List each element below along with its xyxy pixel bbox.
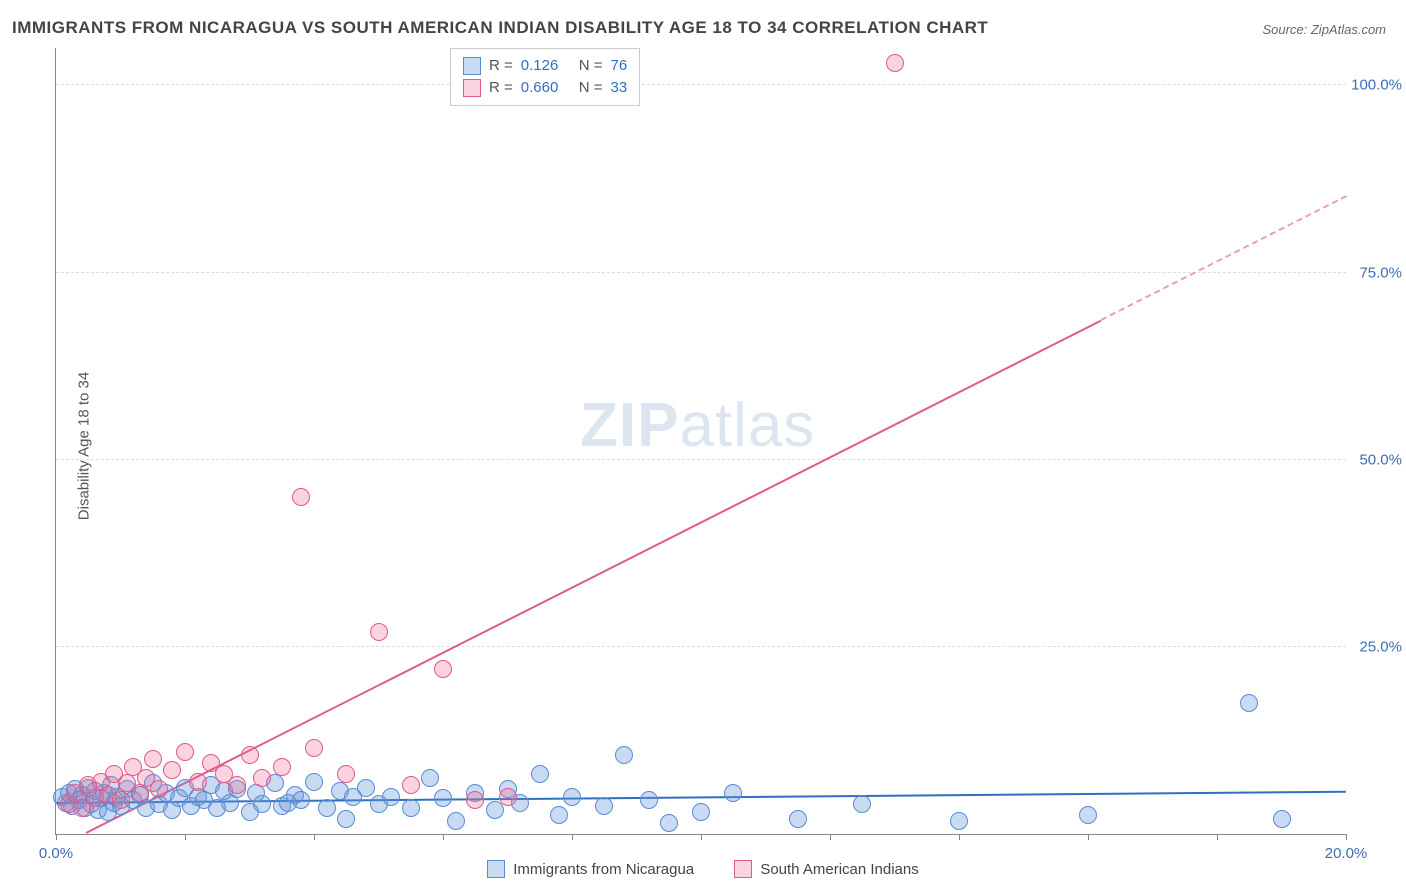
data-point: [434, 660, 452, 678]
data-point: [421, 769, 439, 787]
y-tick-label: 75.0%: [1359, 264, 1402, 281]
data-point: [228, 776, 246, 794]
x-tick: [1346, 834, 1347, 840]
swatch-series2: [734, 860, 752, 878]
data-point: [531, 765, 549, 783]
legend-item-2: South American Indians: [734, 860, 918, 878]
gridline: [56, 459, 1346, 460]
n-value-2: 33: [611, 77, 628, 99]
correlation-legend: R = 0.126 N = 76 R = 0.660 N = 33: [450, 48, 640, 106]
source-label: Source: ZipAtlas.com: [1262, 22, 1386, 37]
data-point: [789, 810, 807, 828]
data-point: [318, 799, 336, 817]
legend-label-1: Immigrants from Nicaragua: [513, 861, 694, 878]
data-point: [853, 795, 871, 813]
x-tick: [959, 834, 960, 840]
trend-line: [1100, 196, 1346, 322]
n-label: N =: [579, 55, 603, 77]
data-point: [344, 788, 362, 806]
legend-label-2: South American Indians: [760, 861, 918, 878]
y-tick-label: 50.0%: [1359, 451, 1402, 468]
r-label: R =: [489, 55, 513, 77]
data-point: [305, 773, 323, 791]
data-point: [337, 810, 355, 828]
chart-title: IMMIGRANTS FROM NICARAGUA VS SOUTH AMERI…: [12, 18, 988, 38]
data-point: [253, 795, 271, 813]
x-tick: [830, 834, 831, 840]
data-point: [486, 801, 504, 819]
r-value-2: 0.660: [521, 77, 571, 99]
data-point: [402, 799, 420, 817]
y-tick-label: 25.0%: [1359, 638, 1402, 655]
r-label: R =: [489, 77, 513, 99]
data-point: [595, 797, 613, 815]
data-point: [382, 788, 400, 806]
data-point: [370, 623, 388, 641]
data-point: [724, 784, 742, 802]
data-point: [1240, 694, 1258, 712]
legend-item-1: Immigrants from Nicaragua: [487, 860, 694, 878]
swatch-series1: [463, 57, 481, 75]
data-point: [499, 788, 517, 806]
data-point: [176, 743, 194, 761]
data-point: [1273, 810, 1291, 828]
data-point: [950, 812, 968, 830]
x-tick: [56, 834, 57, 840]
data-point: [1079, 806, 1097, 824]
data-point: [144, 750, 162, 768]
x-tick: [572, 834, 573, 840]
data-point: [150, 780, 168, 798]
x-tick: [701, 834, 702, 840]
data-point: [402, 776, 420, 794]
data-point: [279, 794, 297, 812]
n-value-1: 76: [611, 55, 628, 77]
y-tick-label: 100.0%: [1351, 77, 1402, 94]
x-tick: [185, 834, 186, 840]
data-point: [163, 761, 181, 779]
swatch-series1: [487, 860, 505, 878]
trend-line: [85, 320, 1101, 834]
data-point: [337, 765, 355, 783]
data-point: [563, 788, 581, 806]
data-point: [660, 814, 678, 832]
gridline: [56, 84, 1346, 85]
data-point: [466, 791, 484, 809]
data-point: [434, 789, 452, 807]
data-point: [273, 758, 291, 776]
data-point: [640, 791, 658, 809]
x-tick: [314, 834, 315, 840]
data-point: [292, 488, 310, 506]
x-tick: [1088, 834, 1089, 840]
legend-row-series2: R = 0.660 N = 33: [463, 77, 627, 99]
data-point: [253, 769, 271, 787]
x-tick: [443, 834, 444, 840]
data-point: [886, 54, 904, 72]
data-point: [447, 812, 465, 830]
series-legend: Immigrants from Nicaragua South American…: [0, 860, 1406, 882]
x-tick: [1217, 834, 1218, 840]
gridline: [56, 272, 1346, 273]
plot-area: 25.0%50.0%75.0%100.0%0.0%20.0%: [55, 48, 1346, 835]
r-value-1: 0.126: [521, 55, 571, 77]
n-label: N =: [579, 77, 603, 99]
legend-row-series1: R = 0.126 N = 76: [463, 55, 627, 77]
data-point: [305, 739, 323, 757]
data-point: [241, 746, 259, 764]
data-point: [550, 806, 568, 824]
data-point: [615, 746, 633, 764]
swatch-series2: [463, 79, 481, 97]
gridline: [56, 646, 1346, 647]
data-point: [692, 803, 710, 821]
data-point: [189, 773, 207, 791]
data-point: [112, 791, 130, 809]
